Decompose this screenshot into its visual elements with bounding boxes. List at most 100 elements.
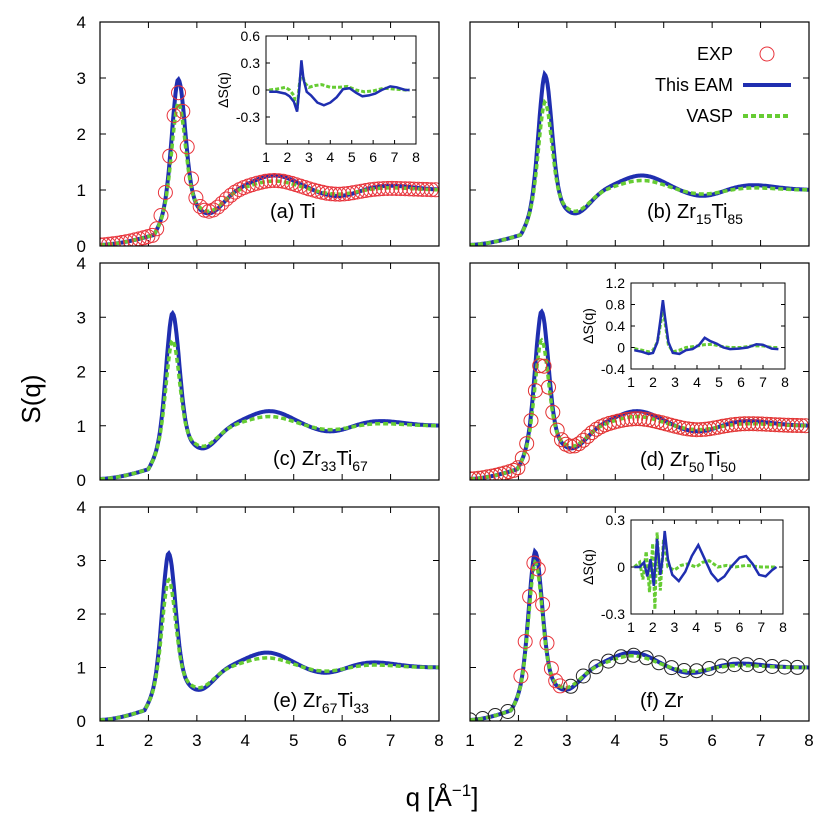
exp-point — [319, 185, 335, 201]
x-tick-label: 3 — [562, 731, 571, 750]
y-tick-label: 3 — [77, 308, 86, 327]
inset-x-tick-label: 1 — [627, 374, 635, 390]
inset-y-label: ΔS(q) — [580, 308, 596, 344]
legend-marker-exp — [759, 46, 775, 62]
exp-point — [613, 649, 629, 665]
exp-point — [266, 173, 282, 188]
exp-point — [358, 183, 374, 198]
exp-point — [323, 186, 339, 202]
inset-frame — [630, 282, 786, 370]
exp-point — [362, 182, 378, 198]
inset-frame — [265, 35, 417, 145]
exp-point — [214, 195, 230, 211]
exp-point — [332, 186, 348, 202]
exp-point — [626, 647, 642, 663]
exp-point — [258, 173, 274, 189]
exp-point — [388, 181, 404, 196]
exp-point — [584, 425, 600, 441]
panel-b: (b) Zr15Ti85 — [469, 21, 810, 247]
exp-point — [327, 186, 343, 202]
exp-point — [676, 420, 692, 436]
exp-point — [532, 358, 548, 374]
exp-point — [262, 173, 278, 189]
y-tick-label: 3 — [77, 552, 86, 571]
exp-point — [793, 418, 809, 434]
panel-c: 0 1 2 3 4 (c) Zr33Ti67 — [77, 254, 440, 490]
inset-x-tick-label: 1 — [262, 149, 270, 165]
exp-point — [471, 470, 487, 480]
panel-label-f: (f) Zr — [640, 690, 684, 712]
exp-point — [548, 673, 564, 689]
exp-point — [500, 704, 516, 719]
exp-point — [684, 421, 700, 437]
exp-point — [545, 404, 561, 420]
exp-point — [719, 418, 735, 434]
inset-y-tick-label: -0.3 — [601, 606, 625, 622]
inset-y-tick-label: 0.4 — [606, 318, 626, 334]
curves-d — [470, 308, 809, 480]
exp-point — [384, 180, 400, 196]
exp-point — [588, 421, 604, 437]
inset-x-tick-label: 3 — [671, 374, 679, 390]
exp-point — [689, 422, 705, 438]
exp-point — [745, 416, 761, 432]
exp-point — [179, 139, 195, 155]
exp-point — [764, 659, 780, 674]
exp-point — [100, 237, 108, 246]
exp-point — [367, 181, 383, 197]
exp-point — [149, 221, 165, 237]
curves-a — [100, 76, 439, 246]
y-tick-label: 4 — [77, 254, 86, 273]
panel-d: (d) Zr50Ti50 1 2 3 4 5 6 7 8 -0.4 0 0.4 0.8 1.2 ΔS(q) — [469, 262, 810, 481]
exp-point — [109, 235, 125, 246]
panel-label-c: (c) Zr33Ti67 — [273, 448, 368, 474]
exp-point — [575, 432, 591, 448]
exp-point — [785, 417, 800, 433]
exp-point — [506, 462, 522, 478]
exp-point — [514, 450, 530, 466]
panel-frame — [469, 262, 810, 481]
exp-point — [632, 411, 648, 427]
y-tick-label: 1 — [77, 659, 86, 678]
panel-f: 1 2 3 4 5 6 7 8(f) Zr1 2 3 4 5 6 7 8-0.300.3ΔS(q) — [465, 506, 814, 750]
legend-label-exp: EXP — [697, 44, 733, 64]
series-vasp-line — [100, 337, 439, 480]
legend-label-eam: This EAM — [655, 75, 733, 95]
panel-frame — [99, 262, 440, 481]
exp-point — [552, 678, 568, 694]
inset-y-tick-label: 0.8 — [606, 297, 626, 313]
inset-x-tick-label: 8 — [779, 619, 787, 635]
exp-point — [100, 237, 112, 246]
x-tick-label: 7 — [386, 731, 395, 750]
x-tick-label: 4 — [611, 731, 620, 750]
x-tick-label: 6 — [337, 731, 346, 750]
inset-x-tick-label: 3 — [305, 149, 313, 165]
exp-point — [535, 596, 551, 612]
inset-d: 1 2 3 4 5 6 7 8 -0.4 0 0.4 0.8 1.2 ΔS(q) — [580, 275, 789, 390]
exp-point — [680, 421, 696, 437]
exp-point — [562, 438, 578, 454]
exp-point — [758, 416, 774, 432]
exp-point — [750, 416, 766, 432]
exp-point — [563, 678, 579, 694]
y-tick-label: 0 — [77, 471, 86, 490]
series-vasp-line — [470, 337, 809, 480]
inset-x-tick-label: 3 — [671, 619, 679, 635]
exp-point — [777, 659, 793, 675]
series-exp-points — [470, 555, 805, 721]
exp-point — [549, 422, 565, 438]
inset-x-tick-label: 8 — [412, 149, 420, 165]
panel-label-b: (b) Zr15Ti85 — [647, 201, 743, 227]
inset-x-tick-label: 5 — [348, 149, 356, 165]
x-tick-label: 8 — [434, 731, 443, 750]
exp-point — [397, 181, 413, 197]
series-vasp-line — [470, 98, 809, 246]
panel-frame — [469, 21, 810, 247]
exp-point — [623, 411, 639, 427]
series-vasp-line — [100, 577, 439, 721]
exp-point — [726, 657, 742, 673]
inset-y-tick-label: 0 — [252, 82, 260, 98]
inset-vasp-line — [633, 532, 777, 610]
